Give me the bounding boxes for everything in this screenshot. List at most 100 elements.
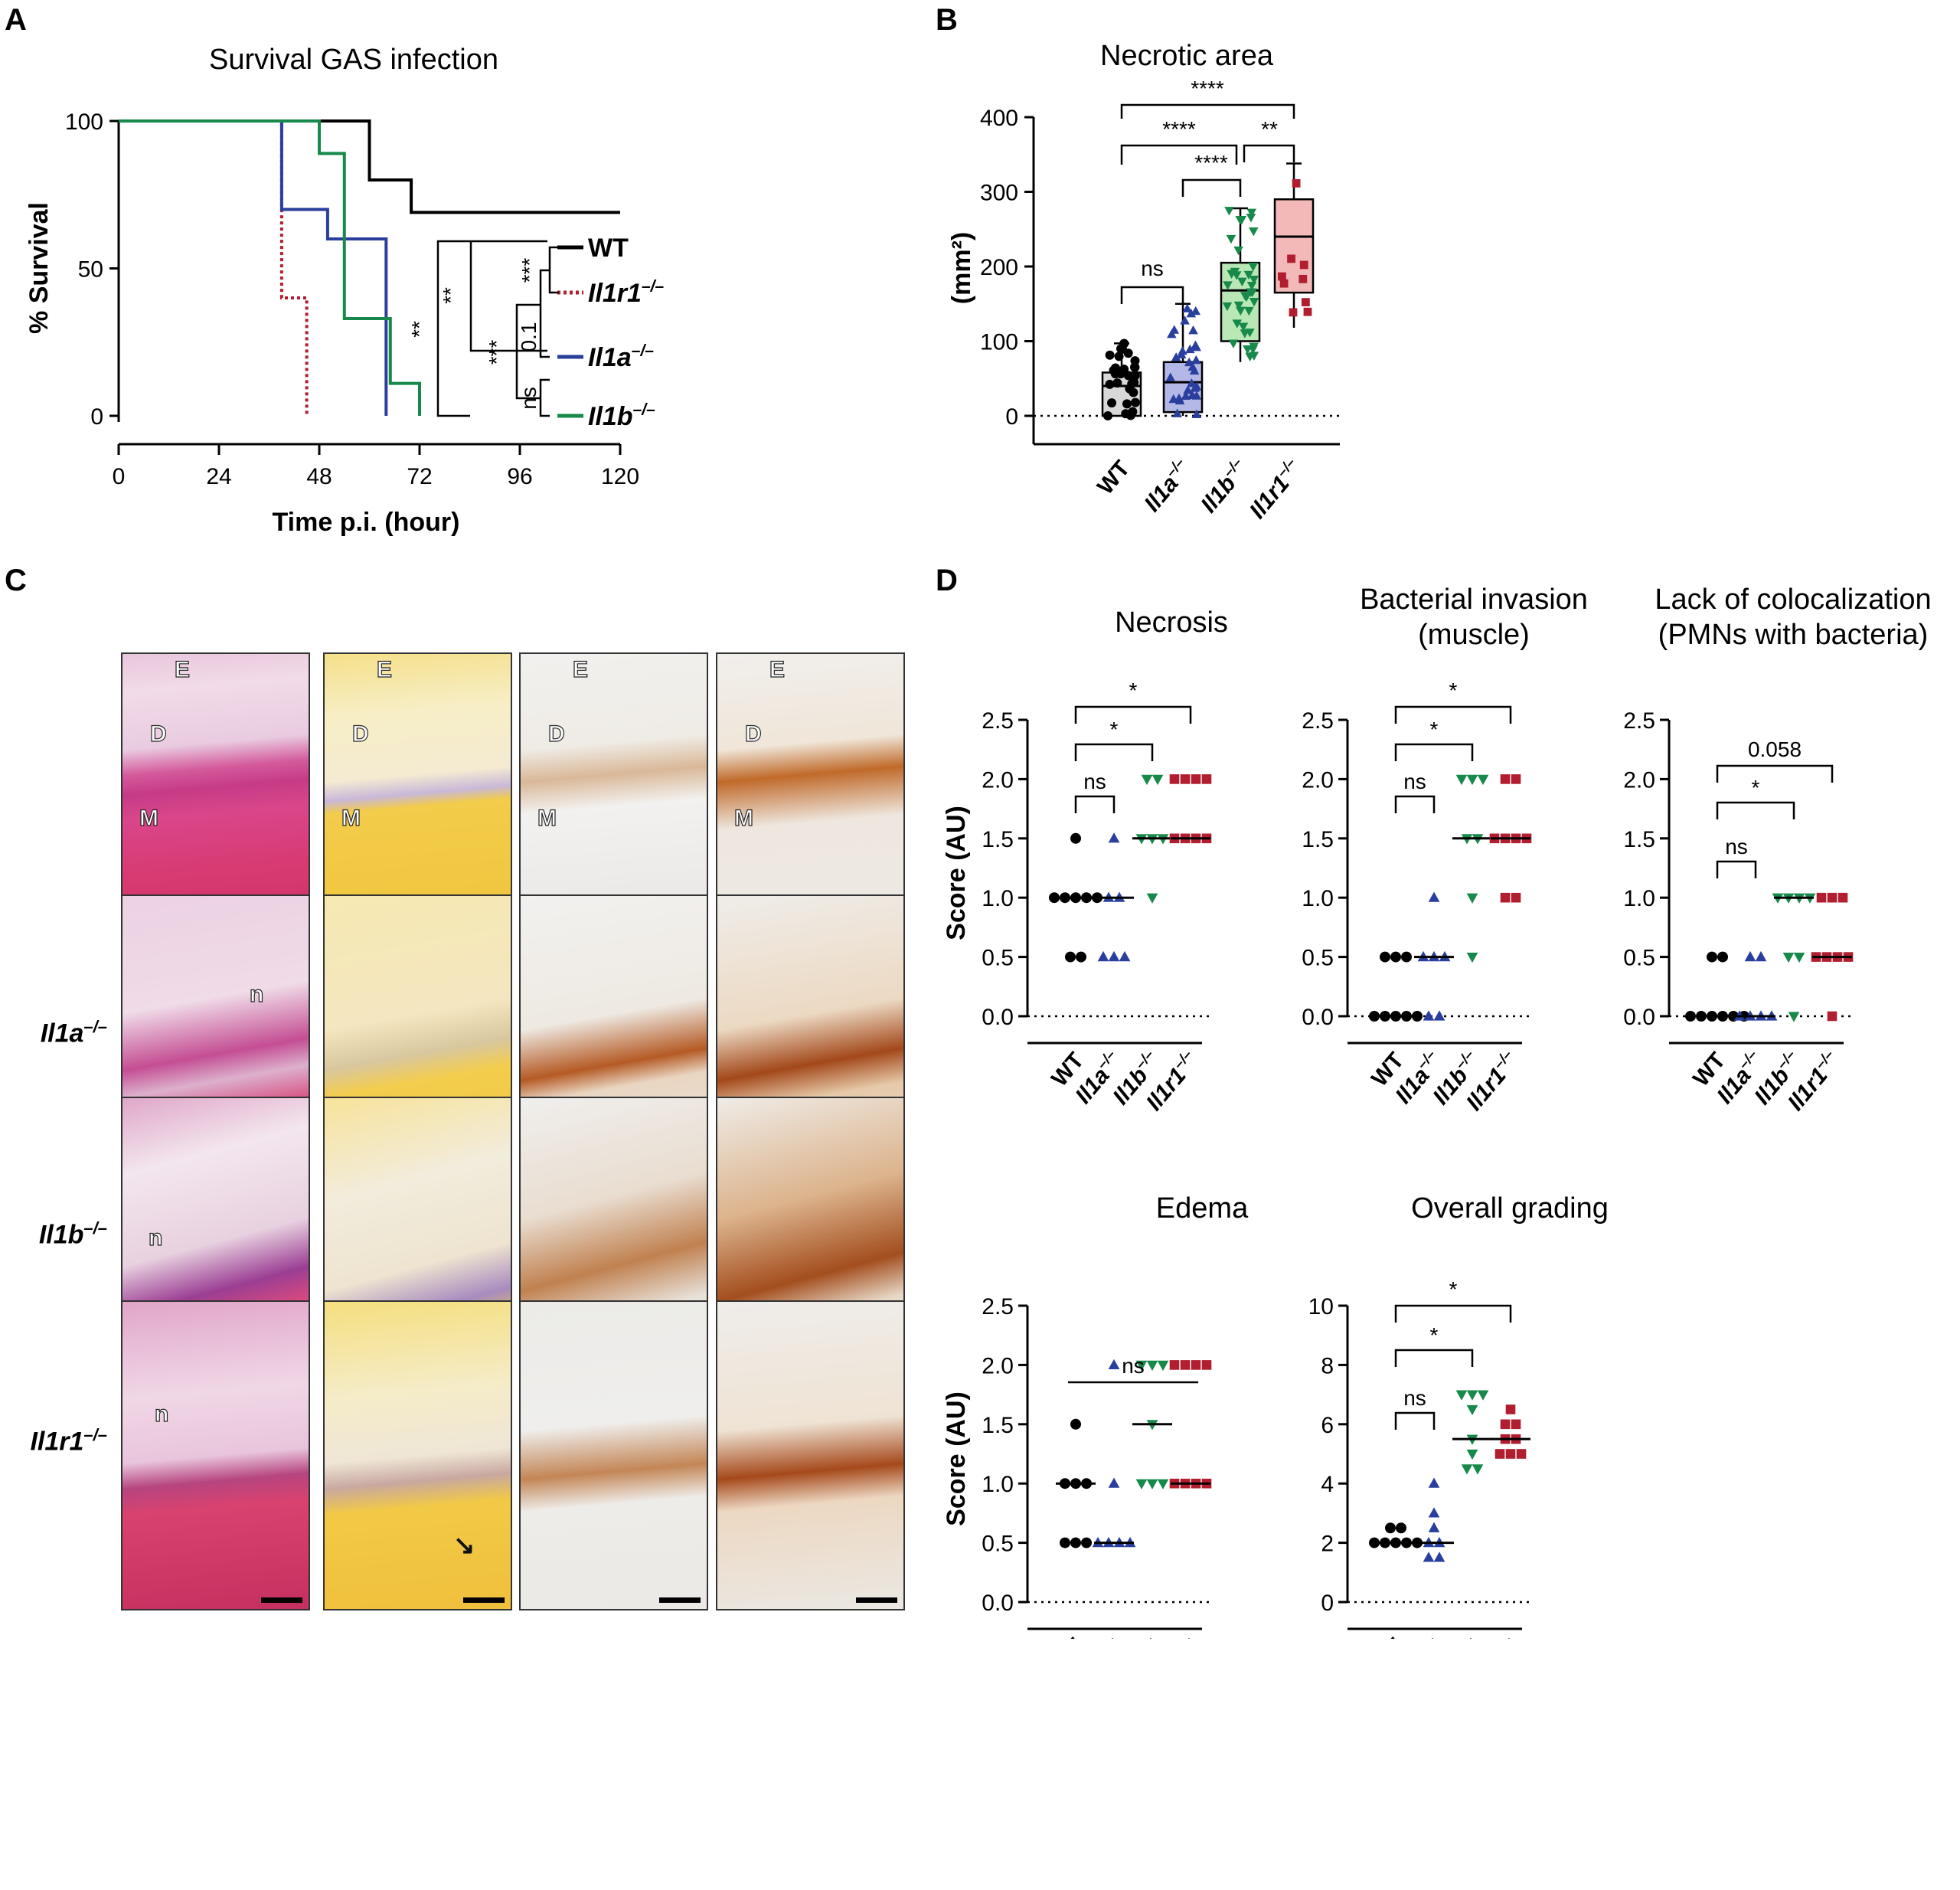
sig-bracket	[539, 378, 550, 417]
data-point	[1827, 1011, 1838, 1022]
data-point	[1246, 208, 1257, 217]
y-tick-label: 0	[90, 404, 103, 430]
data-point	[1157, 1360, 1169, 1372]
data-point	[1396, 1522, 1406, 1534]
data-point	[1105, 379, 1115, 389]
data-point	[1466, 1404, 1478, 1416]
data-point	[1755, 950, 1767, 962]
data-point	[1112, 378, 1122, 388]
genotype-label: Il1r1–/–	[588, 277, 665, 308]
sig-bracket	[1074, 705, 1192, 724]
data-point	[1130, 397, 1140, 407]
data-point	[1182, 303, 1192, 312]
data-point	[1816, 892, 1827, 903]
data-point	[1249, 297, 1259, 307]
data-point	[1303, 307, 1312, 316]
sig-label: ns	[1403, 1386, 1426, 1410]
data-point	[1169, 325, 1180, 334]
data-point	[1191, 340, 1200, 349]
data-point	[1238, 322, 1249, 332]
data-point	[1385, 1522, 1396, 1534]
sig-label: *	[1110, 718, 1119, 741]
panel-letter-c: C	[5, 564, 27, 597]
sig-bracket	[1120, 286, 1184, 304]
data-point	[1433, 1010, 1446, 1021]
y-tick-label: 1.0	[1302, 886, 1334, 911]
sig-bracket	[1074, 795, 1116, 813]
data-point	[1201, 1360, 1212, 1370]
data-point	[1146, 1360, 1158, 1372]
tissue-label: D	[351, 721, 369, 747]
sig-bracket	[548, 246, 559, 294]
y-tick-label: 2.0	[1302, 767, 1334, 793]
data-point	[1369, 1011, 1380, 1022]
genotype-name: Il1r1	[30, 1426, 84, 1456]
data-point	[1428, 1522, 1440, 1532]
chart-title: Necrosis	[1115, 607, 1228, 639]
chart-title: (muscle)	[1418, 619, 1530, 651]
micrograph-he-il1r1: n	[121, 1300, 310, 1610]
y-tick-label: 1.0	[982, 1472, 1014, 1497]
data-point	[1230, 267, 1240, 277]
data-point	[1201, 774, 1212, 784]
y-tick-label: 300	[980, 181, 1018, 206]
data-point	[1511, 892, 1521, 903]
data-point	[1135, 1360, 1148, 1372]
data-point	[1114, 352, 1124, 361]
genotype-label: WT	[588, 234, 629, 263]
data-point	[1191, 1360, 1201, 1370]
y-tick-label: 1.0	[1623, 886, 1655, 911]
data-point	[1171, 352, 1181, 361]
data-point	[1146, 1479, 1158, 1489]
data-point	[1184, 357, 1194, 367]
sig-label: *	[1430, 718, 1439, 741]
data-point	[1191, 409, 1202, 418]
y-tick-label: 2.5	[1623, 708, 1655, 734]
data-point	[1516, 1449, 1527, 1459]
y-tick-label: 10	[1308, 1294, 1334, 1319]
data-point	[1191, 774, 1201, 784]
tissue-label: n	[148, 1225, 163, 1251]
y-tick-label: 1.5	[1623, 827, 1655, 852]
y-axis-label: Score (AU)	[942, 1391, 971, 1526]
genotype-label: Il1r1–/–	[1459, 1632, 1524, 1639]
data-point	[1423, 1010, 1435, 1021]
data-point	[1222, 302, 1233, 312]
data-point	[1466, 953, 1478, 963]
score-chart: Edema 0.0 0.5 1.0 1.5 2.0 2.5 Score (AU) WTIl1a–…	[942, 1192, 1249, 1639]
data-point	[1827, 892, 1838, 903]
data-point	[1116, 369, 1125, 379]
data-point	[1070, 1537, 1081, 1548]
data-point	[1249, 275, 1259, 285]
data-point	[1152, 774, 1164, 786]
y-tick-label: 2.5	[982, 708, 1014, 734]
data-point	[1466, 893, 1478, 904]
y-tick-label: 8	[1321, 1353, 1334, 1378]
data-point	[1181, 391, 1191, 400]
y-tick-label: 1.5	[982, 827, 1014, 852]
data-point	[1228, 339, 1239, 348]
data-point	[1477, 774, 1489, 786]
data-point	[1107, 398, 1117, 408]
data-point	[1428, 891, 1440, 902]
data-point	[1466, 1390, 1478, 1401]
data-point	[1097, 950, 1109, 962]
sig-label: *	[1449, 1277, 1458, 1301]
data-point	[1108, 832, 1120, 843]
sig-label: 0.1	[517, 322, 541, 352]
data-point	[1248, 263, 1258, 272]
sig-bracket	[1394, 1349, 1474, 1367]
genotype-label: Il1r1–/–	[1139, 1632, 1204, 1639]
data-point	[1511, 1419, 1521, 1430]
data-point	[1076, 951, 1086, 963]
data-point	[1224, 207, 1234, 216]
data-point	[1287, 254, 1295, 263]
x-tick-label: 96	[507, 464, 532, 489]
y-tick-label: 0.5	[1302, 946, 1334, 971]
genotype-label: Il1a–/–	[1069, 1632, 1127, 1639]
sig-bracket	[469, 240, 547, 352]
data-point	[1412, 1011, 1423, 1022]
sig-label: ****	[1191, 77, 1224, 100]
